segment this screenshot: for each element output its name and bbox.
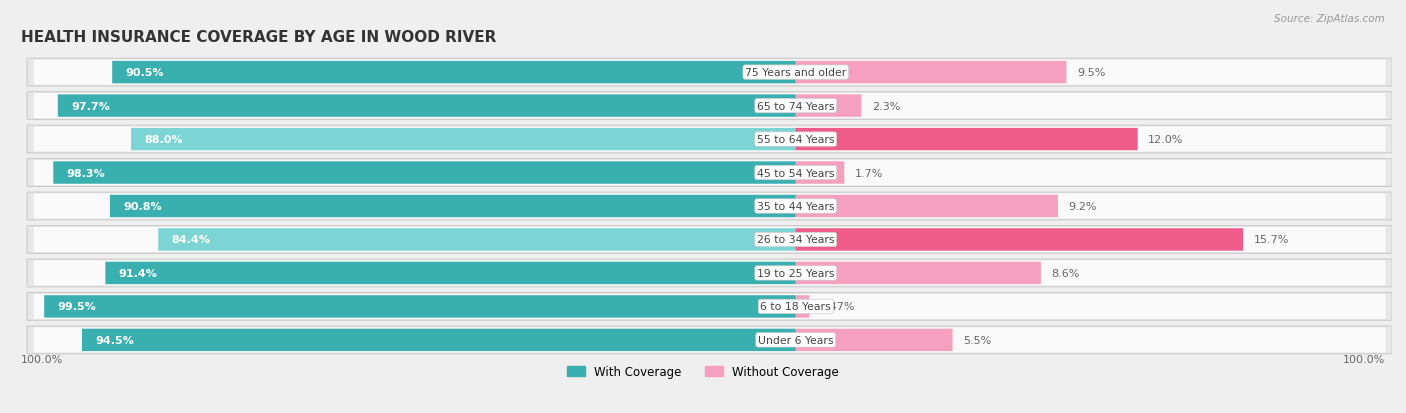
Legend: With Coverage, Without Coverage: With Coverage, Without Coverage bbox=[562, 360, 844, 383]
Text: 8.6%: 8.6% bbox=[1052, 268, 1080, 278]
FancyBboxPatch shape bbox=[34, 194, 1385, 219]
FancyBboxPatch shape bbox=[27, 59, 1392, 87]
Text: 2.3%: 2.3% bbox=[872, 101, 900, 112]
FancyBboxPatch shape bbox=[34, 127, 1385, 152]
FancyBboxPatch shape bbox=[112, 62, 796, 84]
Text: 1.7%: 1.7% bbox=[855, 168, 883, 178]
FancyBboxPatch shape bbox=[34, 161, 1385, 185]
FancyBboxPatch shape bbox=[34, 328, 1385, 353]
FancyBboxPatch shape bbox=[796, 329, 952, 351]
FancyBboxPatch shape bbox=[34, 261, 1385, 286]
FancyBboxPatch shape bbox=[796, 128, 1137, 151]
Text: 90.8%: 90.8% bbox=[124, 202, 162, 211]
Text: 0.47%: 0.47% bbox=[820, 301, 855, 312]
Text: 100.0%: 100.0% bbox=[21, 354, 63, 364]
Text: HEALTH INSURANCE COVERAGE BY AGE IN WOOD RIVER: HEALTH INSURANCE COVERAGE BY AGE IN WOOD… bbox=[21, 30, 496, 45]
FancyBboxPatch shape bbox=[27, 93, 1392, 120]
FancyBboxPatch shape bbox=[82, 329, 796, 351]
FancyBboxPatch shape bbox=[796, 295, 810, 318]
Text: 26 to 34 Years: 26 to 34 Years bbox=[756, 235, 835, 245]
Text: 98.3%: 98.3% bbox=[66, 168, 105, 178]
Text: 9.5%: 9.5% bbox=[1077, 68, 1105, 78]
Text: 65 to 74 Years: 65 to 74 Years bbox=[756, 101, 835, 112]
FancyBboxPatch shape bbox=[44, 295, 796, 318]
FancyBboxPatch shape bbox=[796, 195, 1057, 218]
Text: 9.2%: 9.2% bbox=[1069, 202, 1097, 211]
FancyBboxPatch shape bbox=[105, 262, 796, 285]
Text: 88.0%: 88.0% bbox=[145, 135, 183, 145]
Text: 94.5%: 94.5% bbox=[96, 335, 134, 345]
FancyBboxPatch shape bbox=[58, 95, 796, 118]
Text: 6 to 18 Years: 6 to 18 Years bbox=[761, 301, 831, 312]
FancyBboxPatch shape bbox=[796, 262, 1040, 285]
FancyBboxPatch shape bbox=[34, 228, 1385, 252]
FancyBboxPatch shape bbox=[27, 226, 1392, 254]
FancyBboxPatch shape bbox=[34, 294, 1385, 319]
FancyBboxPatch shape bbox=[796, 229, 1243, 251]
FancyBboxPatch shape bbox=[34, 60, 1385, 85]
FancyBboxPatch shape bbox=[796, 95, 862, 118]
Text: 90.5%: 90.5% bbox=[125, 68, 165, 78]
Text: 100.0%: 100.0% bbox=[1343, 354, 1385, 364]
FancyBboxPatch shape bbox=[27, 326, 1392, 354]
Text: 97.7%: 97.7% bbox=[72, 101, 110, 112]
Text: 19 to 25 Years: 19 to 25 Years bbox=[756, 268, 835, 278]
Text: 5.5%: 5.5% bbox=[963, 335, 991, 345]
FancyBboxPatch shape bbox=[27, 259, 1392, 287]
FancyBboxPatch shape bbox=[53, 162, 796, 184]
FancyBboxPatch shape bbox=[34, 94, 1385, 119]
FancyBboxPatch shape bbox=[796, 162, 844, 184]
Text: Under 6 Years: Under 6 Years bbox=[758, 335, 834, 345]
FancyBboxPatch shape bbox=[159, 229, 796, 251]
Text: 55 to 64 Years: 55 to 64 Years bbox=[756, 135, 835, 145]
Text: 12.0%: 12.0% bbox=[1149, 135, 1184, 145]
FancyBboxPatch shape bbox=[27, 126, 1392, 154]
FancyBboxPatch shape bbox=[27, 159, 1392, 187]
Text: 15.7%: 15.7% bbox=[1254, 235, 1289, 245]
Text: Source: ZipAtlas.com: Source: ZipAtlas.com bbox=[1274, 14, 1385, 24]
FancyBboxPatch shape bbox=[27, 293, 1392, 320]
Text: 75 Years and older: 75 Years and older bbox=[745, 68, 846, 78]
Text: 99.5%: 99.5% bbox=[58, 301, 97, 312]
Text: 91.4%: 91.4% bbox=[118, 268, 157, 278]
FancyBboxPatch shape bbox=[27, 192, 1392, 221]
FancyBboxPatch shape bbox=[110, 195, 796, 218]
Text: 35 to 44 Years: 35 to 44 Years bbox=[756, 202, 835, 211]
FancyBboxPatch shape bbox=[131, 128, 796, 151]
Text: 45 to 54 Years: 45 to 54 Years bbox=[756, 168, 835, 178]
Text: 84.4%: 84.4% bbox=[172, 235, 211, 245]
FancyBboxPatch shape bbox=[796, 62, 1067, 84]
